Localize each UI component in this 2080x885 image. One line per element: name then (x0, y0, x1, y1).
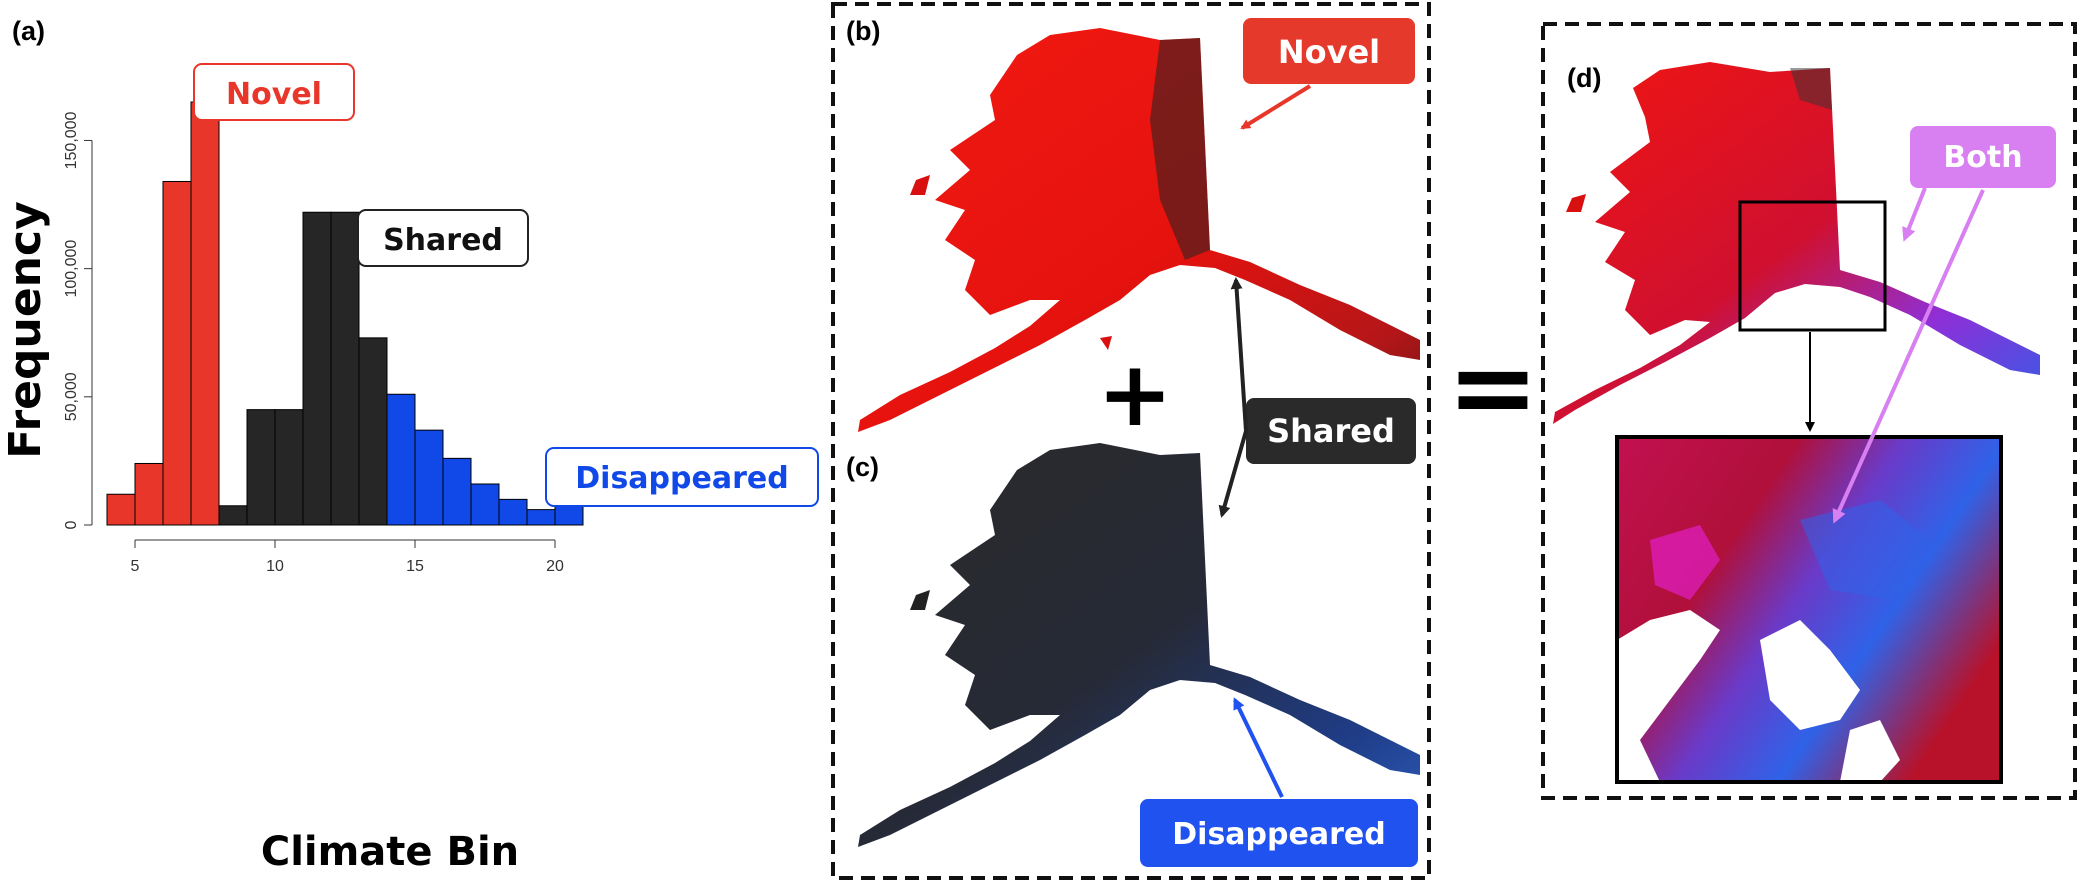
shared-label: Shared (383, 223, 503, 258)
combined-panel: (d) Both (1541, 22, 2077, 800)
novel-arrow (1240, 84, 1312, 130)
y-tick-label-0: 0 (63, 520, 80, 529)
panel-label-d: (d) (1567, 63, 1601, 93)
plus-sign: + (1097, 342, 1172, 447)
histogram-bar-shared-9 (246, 409, 276, 526)
both-callout: Both (1832, 126, 2056, 524)
maps-panel-frame (831, 2, 1431, 880)
panel-label-c: (c) (846, 452, 879, 482)
maps-panel: (b) (c) + Novel Shared (831, 2, 1431, 880)
histogram-bar-disappeared-20 (554, 505, 584, 526)
both-label: Both (1943, 140, 2022, 175)
zoom-inset-frame (1615, 435, 2003, 784)
novel-map-label: Novel (1278, 33, 1380, 71)
histogram-bar-disappeared-16 (442, 457, 472, 526)
histogram-bar-shared-8 (218, 505, 248, 526)
x-tick-label-15: 15 (406, 558, 424, 575)
novel-map (858, 28, 1420, 432)
x-tick-label-5: 5 (131, 558, 140, 575)
histogram-bar-disappeared-15 (414, 429, 444, 526)
shared-map (858, 443, 1420, 847)
histogram-panel: (a) 5 10 15 20 0 50,000 100,000 150,000 Climat… (0, 16, 819, 875)
equals-sign: = (1447, 323, 1539, 451)
shared-arrow-down (1218, 430, 1248, 518)
histogram-bar-novel-4 (106, 493, 136, 526)
disappeared-map-callout: Disappeared (1140, 697, 1418, 867)
histogram-bar-disappeared-14 (386, 393, 416, 526)
disappeared-arrow (1233, 697, 1284, 798)
shared-callout: Shared (357, 209, 529, 267)
histogram-bar-novel-7 (190, 101, 220, 526)
both-arrow-inset (1832, 189, 1985, 524)
histogram-bar-shared-11 (302, 211, 332, 526)
histogram-bar-novel-6 (162, 180, 192, 526)
shared-map-callout: Shared (1218, 277, 1416, 518)
y-tick-label-100000: 100,000 (63, 240, 80, 298)
histogram-bar-novel-5 (134, 462, 164, 526)
novel-map-callout: Novel (1240, 18, 1415, 130)
histogram-bar-disappeared-17 (470, 483, 500, 526)
panel-label-b: (b) (846, 16, 880, 46)
shared-map-label: Shared (1267, 412, 1395, 450)
disappeared-map-label: Disappeared (1172, 817, 1385, 852)
y-axis-title: Frequency (0, 201, 51, 459)
shared-arrow-up (1230, 277, 1248, 432)
histogram-bar-disappeared-19 (526, 509, 556, 526)
histogram-bar-shared-12 (330, 211, 360, 526)
both-arrow-map (1902, 187, 1927, 242)
y-axis: 0 50,000 100,000 150,000 (63, 111, 93, 529)
novel-callout: Novel (193, 63, 355, 121)
y-tick-label-150000: 150,000 (63, 111, 80, 169)
histogram-bar-disappeared-18 (498, 498, 528, 526)
zoom-inset (1615, 435, 2003, 784)
x-axis: 5 10 15 20 (131, 539, 564, 575)
novel-label: Novel (226, 77, 322, 112)
y-tick-label-50000: 50,000 (63, 372, 80, 421)
x-axis-title: Climate Bin (261, 829, 519, 875)
disappeared-callout: Disappeared (545, 447, 819, 507)
combined-panel-frame (1541, 22, 2077, 800)
x-tick-label-10: 10 (266, 558, 284, 575)
combined-map (1553, 62, 2040, 432)
histogram-bar-shared-13 (358, 337, 388, 526)
panel-label-a: (a) (12, 16, 45, 46)
zoom-region-box (1738, 200, 1887, 332)
histogram-bars (106, 101, 584, 526)
disappeared-label: Disappeared (575, 461, 788, 496)
x-tick-label-20: 20 (546, 558, 564, 575)
histogram-bar-shared-10 (274, 409, 304, 526)
